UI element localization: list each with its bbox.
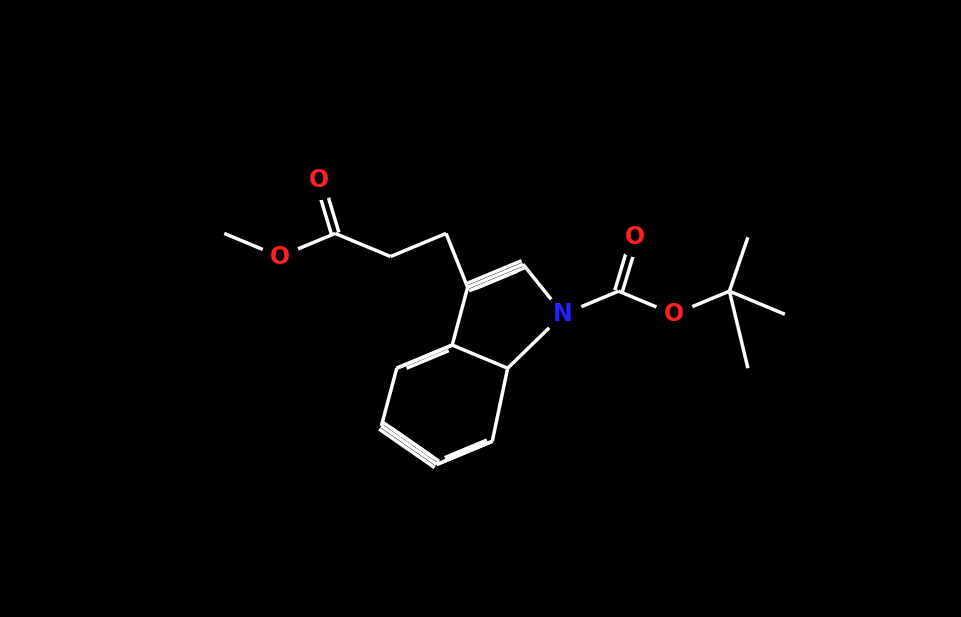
Text: O: O bbox=[308, 168, 329, 191]
Text: O: O bbox=[269, 244, 289, 268]
Text: N: N bbox=[553, 302, 573, 326]
Text: O: O bbox=[663, 302, 683, 326]
Text: O: O bbox=[624, 225, 644, 249]
